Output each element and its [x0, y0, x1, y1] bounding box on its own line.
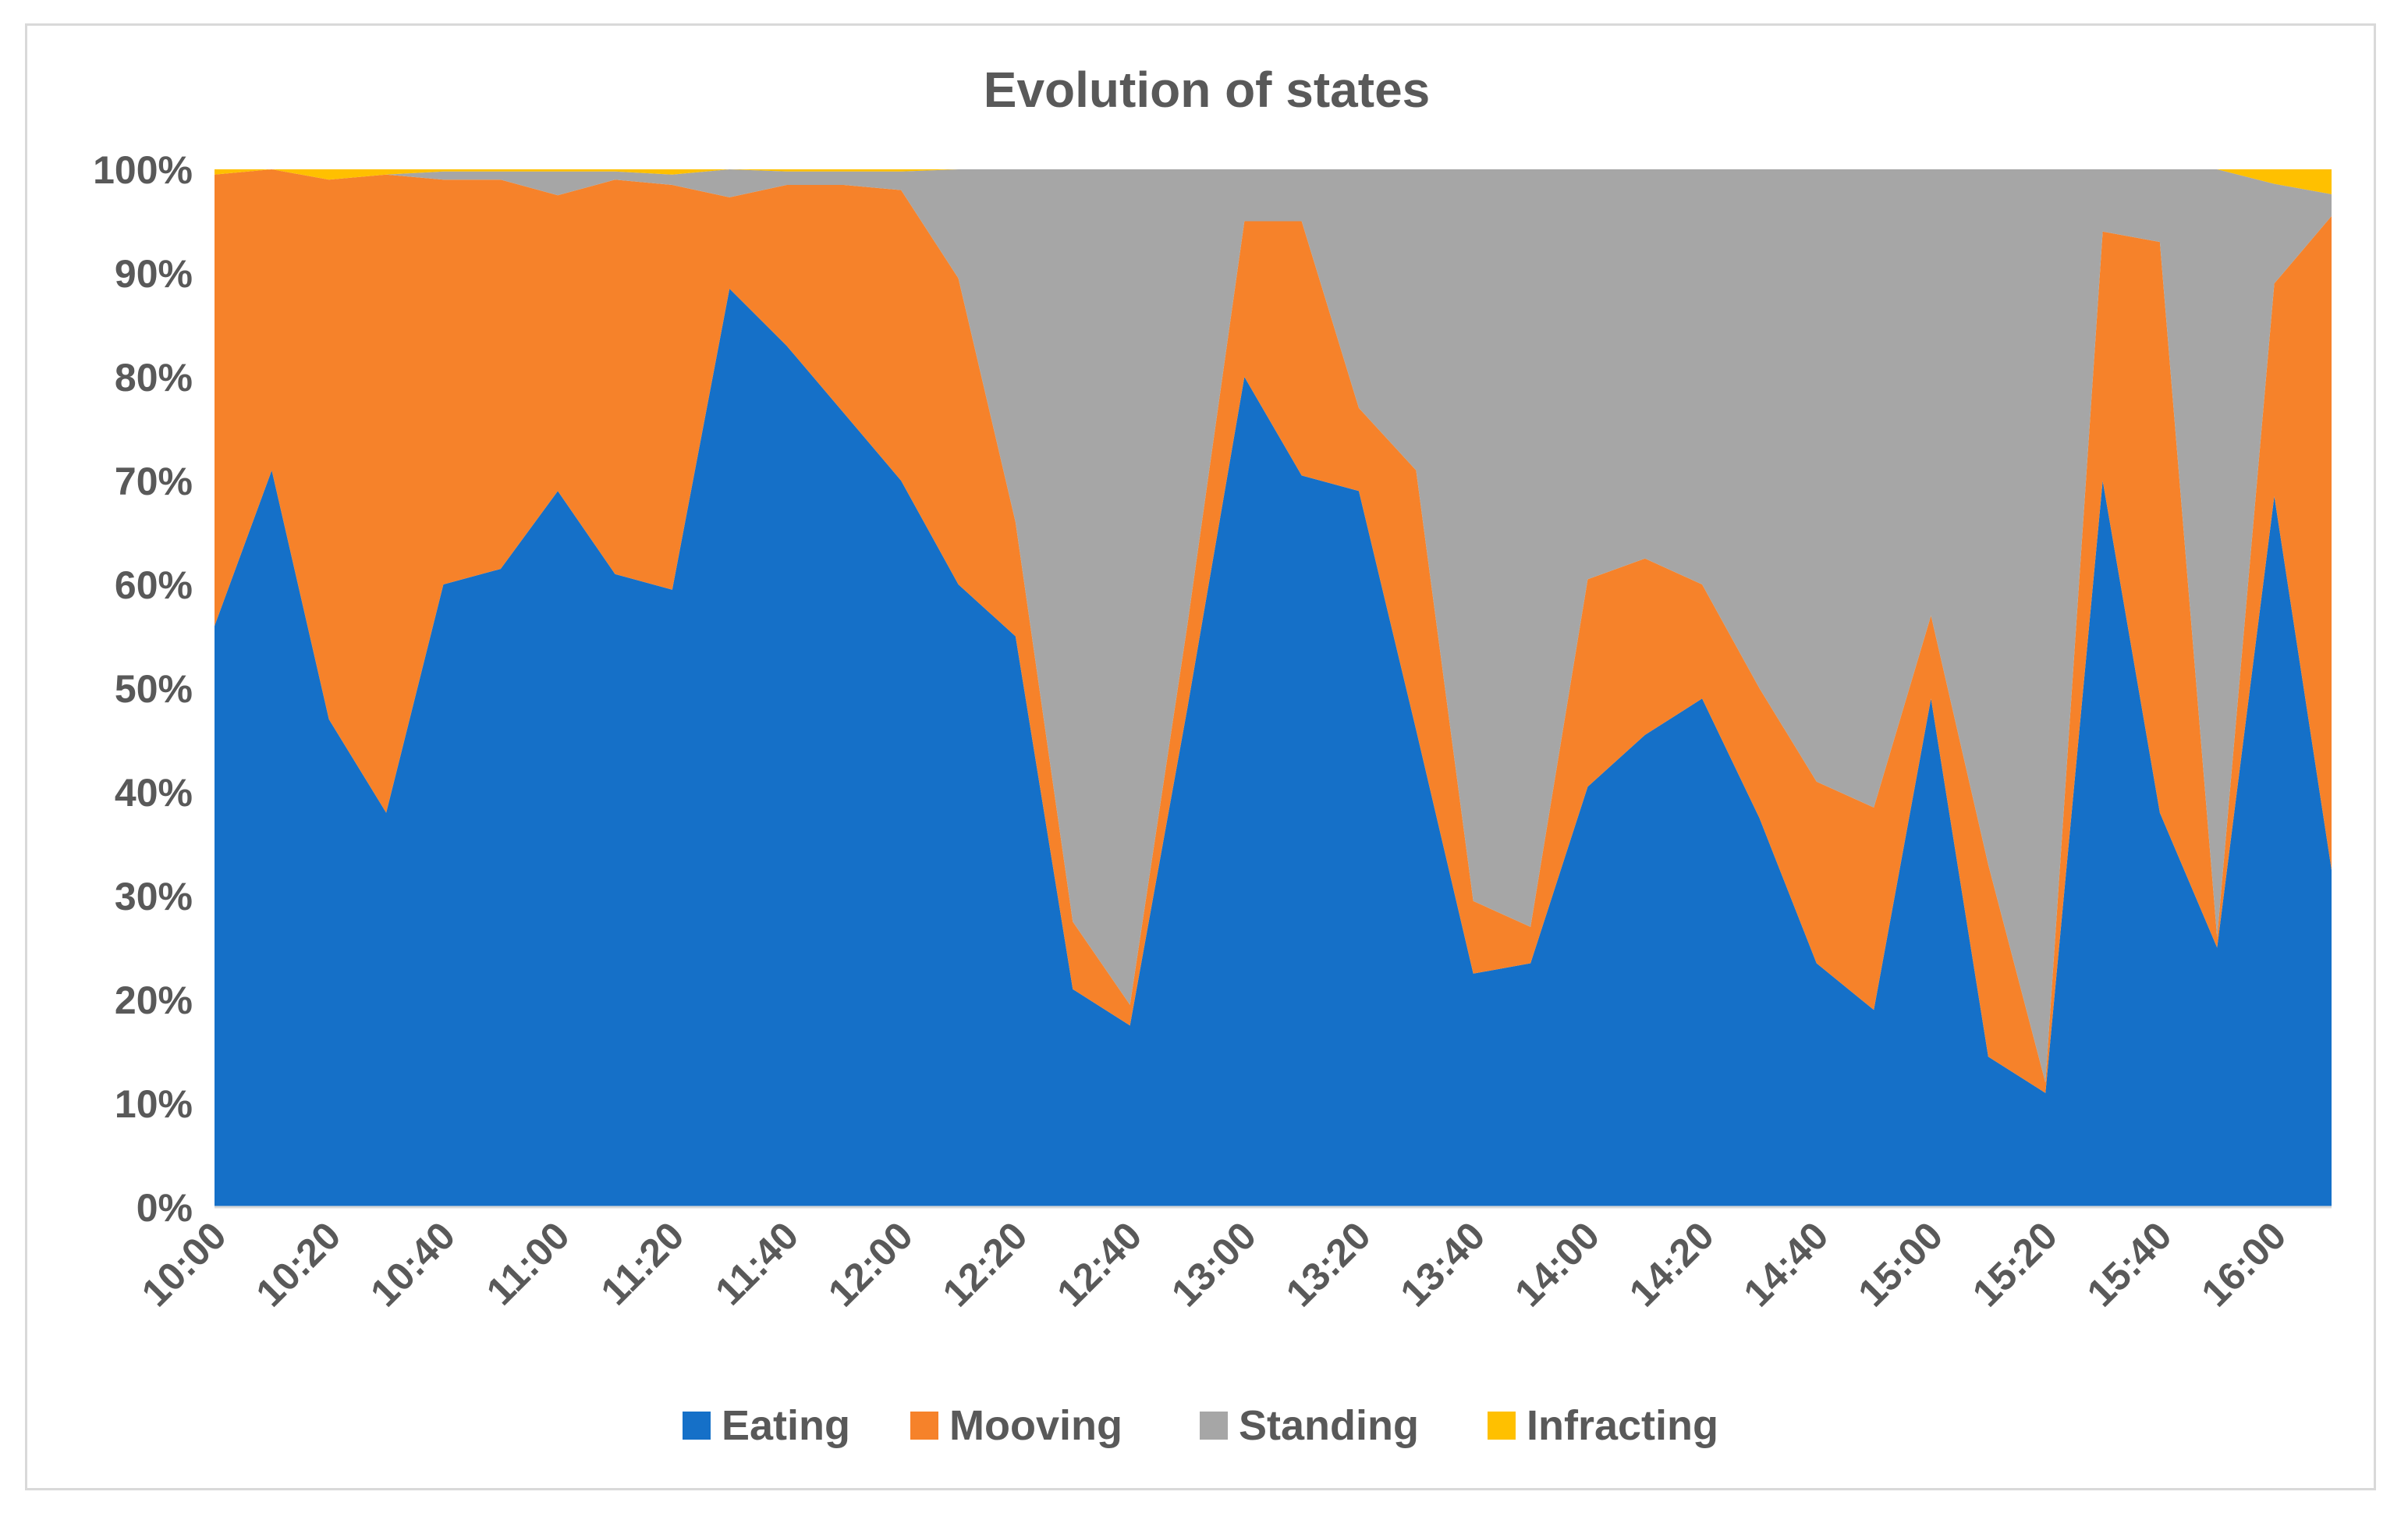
legend-label-eating: Eating [722, 1402, 850, 1449]
x-tick-label: 13:20 [1278, 1213, 1379, 1315]
x-tick-label: 12:40 [1048, 1213, 1150, 1315]
x-tick-label: 14:00 [1506, 1213, 1608, 1315]
x-tick-label: 12:20 [934, 1213, 1036, 1315]
y-tick-label: 60% [115, 563, 193, 607]
y-tick-label: 40% [115, 771, 193, 815]
legend-swatch-standing [1200, 1412, 1228, 1440]
y-tick-label: 30% [115, 875, 193, 918]
x-tick-label: 12:00 [820, 1213, 921, 1315]
x-tick-label: 15:20 [1964, 1213, 2066, 1315]
y-tick-label: 10% [115, 1082, 193, 1126]
legend-swatch-eating [683, 1412, 711, 1440]
x-axis: 10:00 10:20 10:40 11:00 11:20 11:40 12:00 12:20… [133, 1213, 2295, 1315]
x-tick-label: 16:00 [2193, 1213, 2294, 1315]
plot-areas [215, 169, 2332, 1207]
area-eating [215, 289, 2332, 1207]
area-infracting [215, 169, 2332, 194]
legend-swatch-infracting [1488, 1412, 1516, 1440]
y-tick-label: 0% [137, 1186, 193, 1230]
legend-label-standing: Standing [1239, 1402, 1419, 1449]
y-tick-label: 50% [115, 667, 193, 711]
x-tick-label: 11:00 [478, 1213, 578, 1313]
x-tick-label: 15:00 [1849, 1213, 1951, 1315]
area-chart: Evolution of states 0% 10% 20% 30% 40% 50% 60%… [93, 62, 2332, 1449]
x-tick-label: 14:20 [1621, 1213, 1722, 1315]
legend-label-infracting: Infracting [1527, 1402, 1718, 1449]
legend-label-mooving: Mooving [949, 1402, 1122, 1449]
legend: Eating Mooving Standing Infracting [683, 1402, 1718, 1449]
legend-swatch-mooving [910, 1412, 938, 1440]
chart-frame: Evolution of states 0% 10% 20% 30% 40% 50% 60%… [25, 23, 2376, 1490]
y-axis: 0% 10% 20% 30% 40% 50% 60% 70% 80% 90% 100% [93, 148, 193, 1230]
chart-title: Evolution of states [984, 62, 1431, 118]
area-mooving [215, 169, 2332, 1093]
x-tick-label: 13:00 [1163, 1213, 1264, 1315]
y-tick-label: 20% [115, 978, 193, 1022]
y-tick-label: 100% [93, 148, 193, 192]
x-tick-label: 10:40 [362, 1213, 463, 1315]
area-standing [215, 169, 2332, 1083]
x-tick-label: 11:20 [593, 1213, 693, 1313]
x-tick-label: 15:40 [2079, 1213, 2180, 1315]
x-tick-label: 10:20 [247, 1213, 349, 1315]
y-tick-label: 90% [115, 252, 193, 296]
x-tick-label: 14:40 [1736, 1213, 1837, 1315]
x-tick-label: 11:40 [707, 1213, 807, 1313]
y-tick-label: 80% [115, 356, 193, 400]
x-tick-label: 13:40 [1392, 1213, 1493, 1315]
y-tick-label: 70% [115, 460, 193, 503]
